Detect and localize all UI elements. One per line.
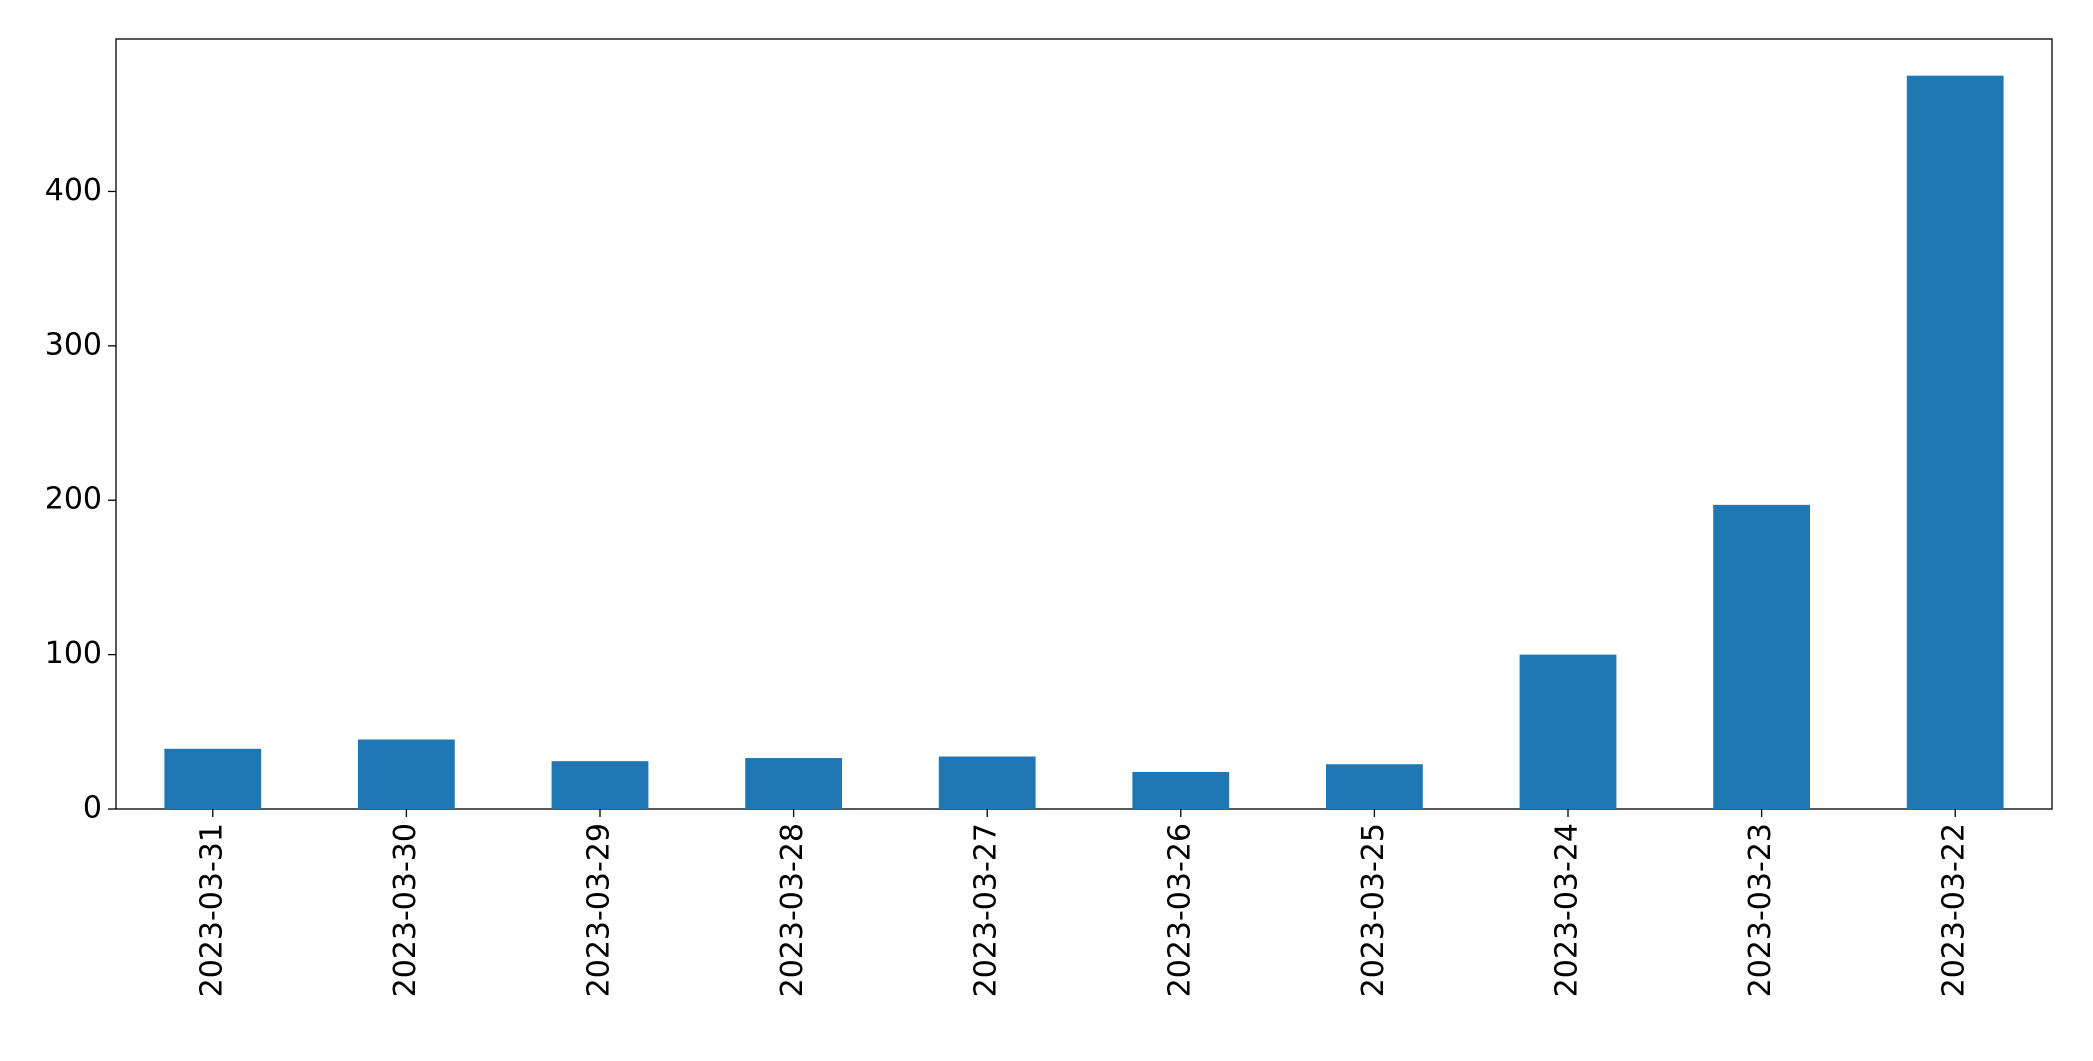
bar: [1132, 771, 1230, 809]
bar: [1519, 654, 1617, 809]
bar: [164, 748, 262, 809]
x-tick-label: 2023-03-30: [388, 823, 423, 997]
x-tick-label: 2023-03-22: [1937, 823, 1972, 997]
x-tick-label: 2023-03-26: [1162, 823, 1197, 997]
x-tick-label: 2023-03-27: [969, 823, 1004, 997]
bar: [358, 739, 455, 809]
x-tick-label: 2023-03-23: [1743, 823, 1778, 997]
bar: [1713, 504, 1810, 809]
plot-frame: [115, 38, 2053, 810]
y-tick-label: 200: [45, 482, 102, 517]
y-tick-label: 400: [45, 173, 102, 208]
x-tick-label: 2023-03-24: [1550, 823, 1585, 997]
x-tick-label: 2023-03-29: [582, 823, 617, 997]
bar: [551, 761, 649, 809]
y-tick-label: 0: [83, 791, 102, 826]
bar: [1326, 764, 1423, 809]
y-tick-label: 300: [45, 327, 102, 362]
bar: [745, 758, 842, 809]
x-tick-label: 2023-03-31: [194, 823, 229, 997]
x-tick-label: 2023-03-28: [775, 823, 810, 997]
y-tick-label: 100: [45, 636, 102, 671]
x-tick-label: 2023-03-25: [1356, 823, 1391, 997]
bar: [938, 756, 1036, 809]
bar: [1906, 75, 2004, 809]
